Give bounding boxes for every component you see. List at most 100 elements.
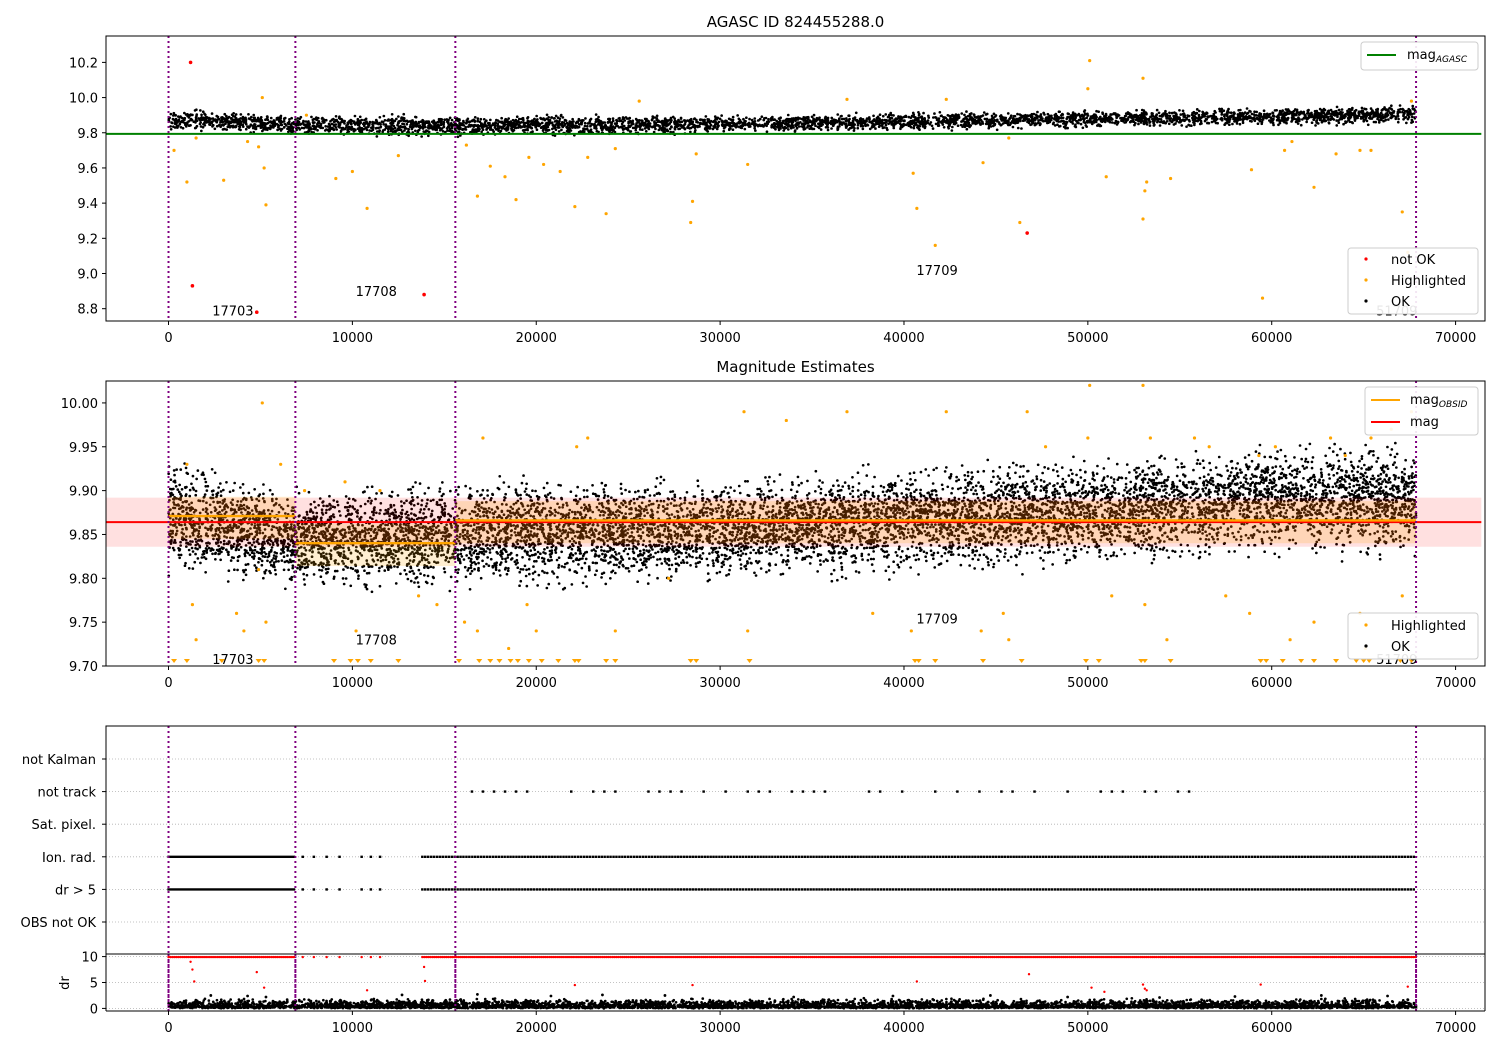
dr-not-ok-point: [262, 986, 266, 989]
x-tick-label: 60000: [1251, 331, 1292, 346]
x-tick-label: 20000: [516, 331, 557, 346]
highlighted-point: [350, 169, 354, 174]
highlighted-point: [378, 489, 382, 493]
not-ok-point: [254, 310, 259, 315]
highlighted-point: [1273, 445, 1277, 449]
flag-category-label: Sat. pixel.: [32, 818, 96, 833]
legend-label: not OK: [1391, 253, 1436, 268]
highlighted-point: [1343, 453, 1347, 458]
highlighted-point: [257, 145, 261, 149]
highlighted-point: [1334, 152, 1338, 156]
highlighted-point: [1249, 168, 1254, 172]
highlighted-point: [475, 194, 480, 198]
highlighted-point: [279, 462, 283, 466]
highlighted-point: [462, 620, 467, 624]
dr-not-ok-point: [1141, 983, 1145, 986]
x-tick-label: 50000: [1067, 676, 1108, 691]
flags-panel: OBS not OK dr > 5 Ion. rad. Sat. pixel. not …: [21, 726, 1485, 1011]
clipped-low-marker: [1397, 659, 1404, 663]
highlighted-point: [586, 436, 590, 440]
y-tick-label: 9.2: [77, 232, 98, 247]
dr-not-ok-point: [1027, 973, 1031, 976]
highlighted-point: [1282, 148, 1287, 152]
dr-not-ok-point: [1143, 987, 1147, 990]
clipped-low-marker: [1279, 659, 1286, 663]
highlighted-point: [1168, 176, 1173, 181]
dr-not-ok-point: [422, 965, 426, 969]
dr-axis-label: dr: [58, 976, 73, 990]
clipped-low-marker: [1408, 659, 1415, 663]
dr-outlier-point: [1386, 994, 1389, 998]
x-tick-label: 40000: [883, 676, 924, 691]
highlighted-point: [1007, 136, 1011, 140]
agasc-panel: AGASC ID 824455288.017703177081770951709…: [69, 13, 1482, 346]
highlighted-point: [1143, 603, 1147, 607]
clipped-low-marker: [746, 659, 753, 663]
clipped-low-marker: [980, 659, 987, 663]
highlighted-point: [1165, 638, 1169, 642]
mag-obsid-band: [295, 523, 456, 567]
y-tick-label: 9.8: [77, 127, 98, 142]
clipped-low-marker: [456, 659, 463, 663]
clipped-low-marker: [538, 659, 545, 663]
dr-outlier-point: [400, 993, 404, 997]
dr-not-ok-point: [423, 979, 427, 983]
highlighted-point: [746, 162, 750, 167]
highlighted-point: [172, 148, 176, 152]
clipped-low-marker: [171, 659, 178, 663]
highlighted-point: [264, 620, 268, 624]
highlighted-point: [1145, 180, 1149, 184]
legend-label: Highlighted: [1391, 274, 1466, 289]
x-tick-label: 70000: [1435, 676, 1476, 691]
highlighted-point: [185, 180, 189, 184]
clipped-low-marker: [218, 659, 225, 663]
dr-not-ok-point: [1406, 985, 1409, 988]
dr-outlier-point: [264, 995, 268, 999]
clipped-low-marker: [1353, 659, 1360, 663]
highlighted-point: [304, 113, 309, 117]
highlighted-point: [979, 629, 983, 633]
y-tick-label: 5: [90, 977, 98, 992]
clipped-low-marker: [476, 659, 483, 663]
highlighted-point: [525, 603, 529, 607]
x-tick-label: 0: [164, 676, 172, 691]
highlighted-point: [1400, 210, 1404, 214]
clipped-low-marker: [1141, 659, 1148, 663]
y-tick-label: 9.80: [69, 572, 98, 587]
legend-label: OK: [1391, 295, 1410, 310]
dr-outlier-point: [601, 993, 604, 997]
dr-not-ok-point: [1259, 983, 1262, 986]
highlighted-point: [1141, 383, 1145, 387]
dr-not-ok-point: [1103, 990, 1106, 994]
y-tick-label: 10.2: [69, 56, 98, 71]
highlighted-point: [1312, 620, 1316, 624]
highlighted-point: [416, 594, 421, 598]
y-tick-label: 9.70: [69, 660, 98, 675]
highlighted-point: [575, 445, 579, 449]
y-tick-label: 0: [90, 1002, 98, 1017]
highlighted-point: [845, 410, 849, 414]
highlighted-point: [689, 220, 693, 225]
clipped-low-marker: [1366, 659, 1373, 663]
not-ok-point: [188, 60, 193, 65]
clipped-low-marker: [487, 659, 494, 663]
highlighted-point: [260, 95, 264, 100]
y-tick-label: 9.85: [69, 528, 98, 543]
highlighted-point: [264, 203, 268, 207]
clipped-low-marker: [575, 659, 582, 663]
agasc-panel-frame: [105, 35, 1486, 322]
clipped-low-marker: [1083, 659, 1090, 663]
clipped-low-marker: [1257, 659, 1264, 663]
highlighted-point: [1312, 185, 1316, 189]
dr-not-ok-point: [915, 980, 919, 983]
highlighted-point: [1260, 296, 1265, 300]
highlighted-point: [1110, 594, 1114, 598]
x-tick-label: 40000: [883, 331, 924, 346]
highlighted-point: [302, 489, 307, 493]
y-tick-label: 10: [81, 951, 98, 966]
dr-outlier-point: [663, 994, 667, 997]
highlighted-point: [933, 243, 937, 247]
highlighted-point: [190, 603, 195, 607]
y-tick-label: 9.75: [69, 616, 98, 631]
dr-not-ok-point: [1090, 986, 1093, 989]
